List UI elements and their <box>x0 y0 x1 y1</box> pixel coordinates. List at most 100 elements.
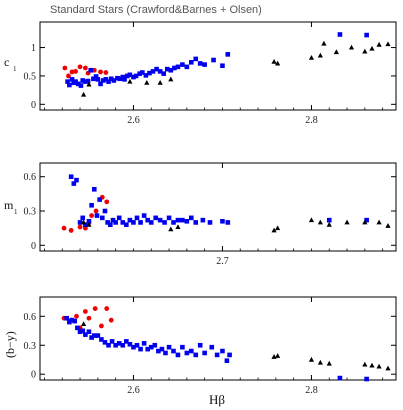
x-axis-ticks: 2.6 2.8 <box>44 22 384 126</box>
black-triangle-point <box>271 58 277 64</box>
blue-square-point <box>78 83 84 88</box>
blue-square-point <box>69 317 75 323</box>
blue-square-point <box>86 218 92 224</box>
blue-square-point <box>89 202 94 208</box>
blue-square-point <box>184 350 190 356</box>
blue-square-point <box>69 77 75 82</box>
blue-square-point <box>220 218 225 224</box>
blue-square-point <box>75 325 80 331</box>
blue-square-point <box>111 78 117 83</box>
chart-title: Standard Stars (Crawford&Barnes + Olsen) <box>50 4 262 16</box>
black-triangle-point <box>326 360 332 366</box>
black-triangle-point <box>144 79 150 85</box>
black-triangle-point <box>362 361 368 367</box>
blue-square-point <box>202 62 207 67</box>
y-axis-ticks: 0.6 0.3 0 <box>24 172 396 252</box>
blue-square-point <box>225 220 231 225</box>
x-tick-label: 2.6 <box>127 115 140 126</box>
blue-square-point <box>80 78 86 83</box>
black-triangle-point <box>317 219 323 225</box>
black-triangle-point <box>308 217 315 223</box>
blue-square-point <box>159 346 165 352</box>
black-triangle-point <box>275 353 281 358</box>
blue-square-point <box>202 350 207 356</box>
blue-square-point <box>133 73 139 79</box>
red-circle-point <box>66 73 71 79</box>
blue-square-point <box>80 215 86 221</box>
blue-square-point <box>364 32 369 38</box>
blue-square-point <box>109 339 115 344</box>
blue-square-point <box>157 69 163 74</box>
blue-square-point <box>166 344 172 350</box>
blue-square-point <box>197 342 203 348</box>
blue-square-point <box>193 352 199 358</box>
x-tick-label: 2.8 <box>305 385 318 396</box>
black-triangle-point <box>333 49 339 55</box>
blue-square-point <box>138 346 143 352</box>
blue-square-point <box>143 73 149 78</box>
blue-square-point <box>108 76 114 82</box>
blue-square-point <box>224 358 230 363</box>
blue-square-point <box>103 77 109 82</box>
y-tick-label: 0.5 <box>24 71 37 82</box>
blue-square-point <box>75 81 81 87</box>
black-triangle-point <box>86 221 92 227</box>
x-axis-label: Hβ <box>209 392 225 407</box>
black-triangle-point <box>348 44 355 50</box>
black-triangle-point <box>81 91 87 97</box>
x-tick-label: 2.8 <box>305 115 318 126</box>
blue-square-point <box>77 329 83 335</box>
blue-square-point <box>207 220 213 225</box>
blue-square-point <box>67 319 72 325</box>
black-triangle-point <box>376 219 382 225</box>
blue-square-point <box>180 344 185 350</box>
blue-square-point <box>102 208 108 214</box>
blue-square-point <box>161 71 167 76</box>
red-circle-point <box>91 67 97 73</box>
y-tick-label: 0.6 <box>24 172 37 183</box>
black-triangle-point <box>326 221 332 227</box>
x-axis-ticks: 2.6 2.8 <box>44 297 384 396</box>
red-circle-point <box>93 208 99 214</box>
black-triangle-point <box>86 81 92 87</box>
blue-square-point <box>97 197 102 202</box>
black-triangle-point <box>369 45 375 51</box>
blue-square-point <box>99 337 104 342</box>
blue-square-point <box>91 76 96 82</box>
y-tick-label: 0.3 <box>24 207 37 218</box>
blue-square-point <box>100 78 106 83</box>
red-circle-point <box>82 65 88 71</box>
blue-square-point <box>134 215 140 221</box>
blue-square-point <box>211 57 216 63</box>
red-circle-point <box>61 225 67 231</box>
red-circle-point <box>82 309 88 314</box>
red-circle-point <box>104 306 110 311</box>
blue-square-point <box>220 63 225 69</box>
red-circle-point <box>77 64 83 70</box>
black-triangle-point <box>157 79 163 85</box>
black-triangle-point <box>385 223 391 228</box>
blue-square-point <box>147 70 152 76</box>
blue-square-point <box>184 218 190 224</box>
data-points <box>62 32 391 97</box>
blue-square-point <box>171 348 176 354</box>
blue-square-point <box>116 215 122 221</box>
blue-square-point <box>364 217 369 223</box>
blue-square-point <box>89 335 94 340</box>
red-circle-point <box>69 69 75 75</box>
blue-square-point <box>95 77 101 82</box>
black-triangle-point <box>168 76 174 82</box>
blue-square-point <box>124 339 129 344</box>
blue-square-point <box>326 217 332 223</box>
blue-square-point <box>337 375 343 381</box>
y-tick-label: 1 <box>31 43 36 54</box>
blue-square-point <box>189 348 194 354</box>
blue-square-point <box>65 79 70 84</box>
black-triangle-point <box>317 52 323 58</box>
blue-square-point <box>153 215 158 221</box>
blue-square-point <box>86 329 92 335</box>
blue-square-point <box>152 342 158 348</box>
red-circle-point <box>68 228 74 233</box>
red-circle-point <box>73 68 78 74</box>
blue-square-point <box>131 220 136 225</box>
